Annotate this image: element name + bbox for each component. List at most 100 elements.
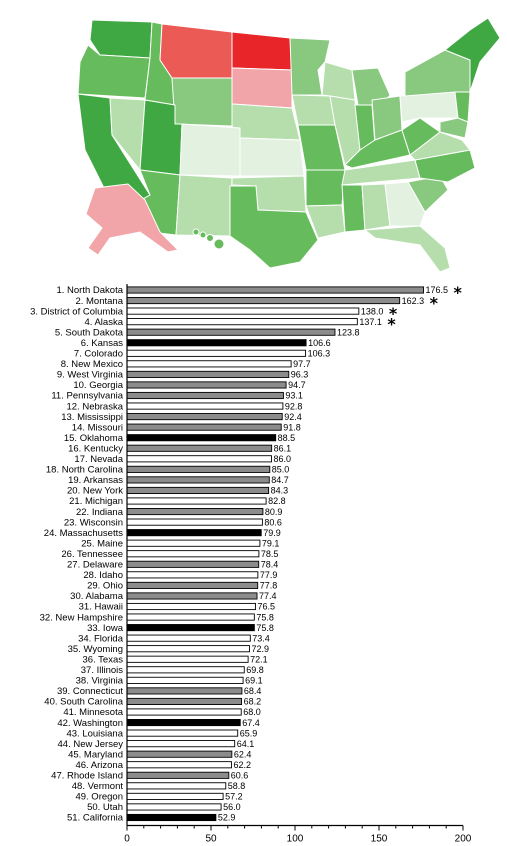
value-label: 60.6	[231, 771, 249, 781]
bar-chart: 1. North Dakota 176.5 *2. Montana 162.3 *3. …	[30, 283, 472, 845]
bar	[126, 328, 336, 336]
category-label: 44. New Jersey	[58, 739, 124, 750]
state-new-england	[444, 17, 501, 93]
state-arkansas	[305, 169, 346, 207]
value-label: 75.8	[256, 623, 274, 633]
state-new-york	[404, 49, 471, 97]
bar	[126, 571, 259, 579]
value-label: 84.7	[271, 475, 289, 485]
bar	[126, 803, 222, 811]
bar	[126, 486, 270, 495]
category-label: 22. Indiana	[76, 507, 124, 518]
value-label: 64.1	[237, 739, 255, 749]
state-hawaii-island	[199, 231, 207, 239]
state-iowa	[291, 94, 336, 126]
bar	[126, 560, 260, 568]
bar	[126, 455, 272, 463]
bar	[126, 381, 287, 389]
value-label: 80.6	[264, 517, 282, 527]
bar	[126, 782, 227, 790]
significance-marker: *	[389, 304, 398, 323]
category-label: 36. Texas	[83, 654, 124, 665]
value-label: 68.4	[244, 686, 262, 696]
category-label: 34. Florida	[78, 633, 124, 644]
state-south-dakota	[231, 67, 293, 109]
significance-marker: *	[454, 283, 463, 302]
category-label: 19. Arkansas	[68, 475, 123, 486]
bar	[126, 634, 251, 642]
category-label: 27. Delaware	[67, 560, 123, 571]
bar	[126, 740, 236, 748]
significance-marker: *	[430, 294, 439, 313]
bar	[126, 286, 424, 294]
category-label: 32. New Hampshire	[40, 612, 123, 623]
x-tick-label: 150	[371, 834, 388, 845]
value-label: 73.4	[252, 633, 270, 643]
category-label: 31. Hawaii	[79, 602, 123, 613]
category-label: 10. Georgia	[73, 380, 123, 391]
value-label: 57.2	[225, 792, 243, 802]
bar	[126, 645, 250, 653]
value-label: 79.9	[263, 528, 281, 538]
value-label: 78.4	[261, 560, 279, 570]
value-label: 56.0	[223, 802, 241, 812]
value-label: 138.0	[361, 306, 384, 316]
value-label: 65.9	[240, 728, 258, 738]
category-label: 5. South Dakota	[55, 327, 124, 338]
bar	[126, 550, 260, 558]
bar	[126, 813, 217, 822]
value-label: 69.1	[245, 676, 263, 686]
bar	[126, 465, 271, 473]
state-colorado	[179, 123, 241, 177]
category-label: 46. Arizona	[75, 760, 123, 771]
category-label: 49. Oregon	[75, 792, 123, 803]
category-label: 13. Mississippi	[61, 412, 123, 423]
bar	[126, 402, 284, 410]
bar	[126, 761, 232, 769]
value-label: 79.1	[262, 538, 280, 548]
value-label: 92.8	[285, 401, 303, 411]
choropleth-us-map	[77, 17, 501, 273]
bar	[126, 307, 360, 315]
bar	[126, 413, 283, 421]
category-label: 2. Montana	[75, 296, 123, 307]
bar	[126, 423, 282, 431]
value-label: 137.1	[359, 317, 382, 327]
x-tick-label: 0	[124, 834, 130, 845]
value-label: 91.8	[283, 422, 301, 432]
category-label: 18. North Carolina	[46, 465, 124, 476]
x-tick-label: 200	[455, 834, 472, 845]
category-label: 42. Washington	[57, 718, 123, 729]
bar	[126, 434, 277, 442]
category-label: 8. New Mexico	[61, 359, 123, 370]
category-label: 20. New York	[67, 486, 123, 497]
category-label: 24. Massachusetts	[44, 528, 123, 539]
category-label: 6. Kansas	[81, 338, 123, 349]
value-label: 76.5	[258, 602, 276, 612]
bar	[126, 708, 242, 716]
value-label: 106.3	[308, 349, 331, 359]
state-hawaii-island	[213, 238, 225, 250]
value-label: 93.1	[285, 391, 303, 401]
bar	[126, 676, 244, 684]
state-wisconsin	[321, 61, 356, 101]
value-label: 85.0	[272, 465, 290, 475]
bar	[126, 750, 233, 758]
state-montana	[159, 23, 233, 79]
category-label: 9. West Virginia	[57, 370, 124, 381]
value-label: 52.9	[218, 813, 236, 823]
value-label: 77.4	[259, 591, 277, 601]
bar	[126, 360, 292, 368]
value-label: 94.7	[288, 380, 306, 390]
bar	[126, 318, 358, 326]
value-label: 68.2	[244, 697, 262, 707]
category-label: 25. Maine	[81, 538, 123, 549]
value-label: 106.6	[308, 338, 331, 348]
state-alaska	[85, 183, 180, 256]
category-label: 51. California	[67, 813, 124, 824]
bar	[126, 613, 255, 621]
category-label: 38. Virginia	[76, 676, 124, 687]
bar	[126, 729, 239, 737]
value-label: 92.4	[284, 412, 302, 422]
state-texas	[229, 185, 319, 269]
